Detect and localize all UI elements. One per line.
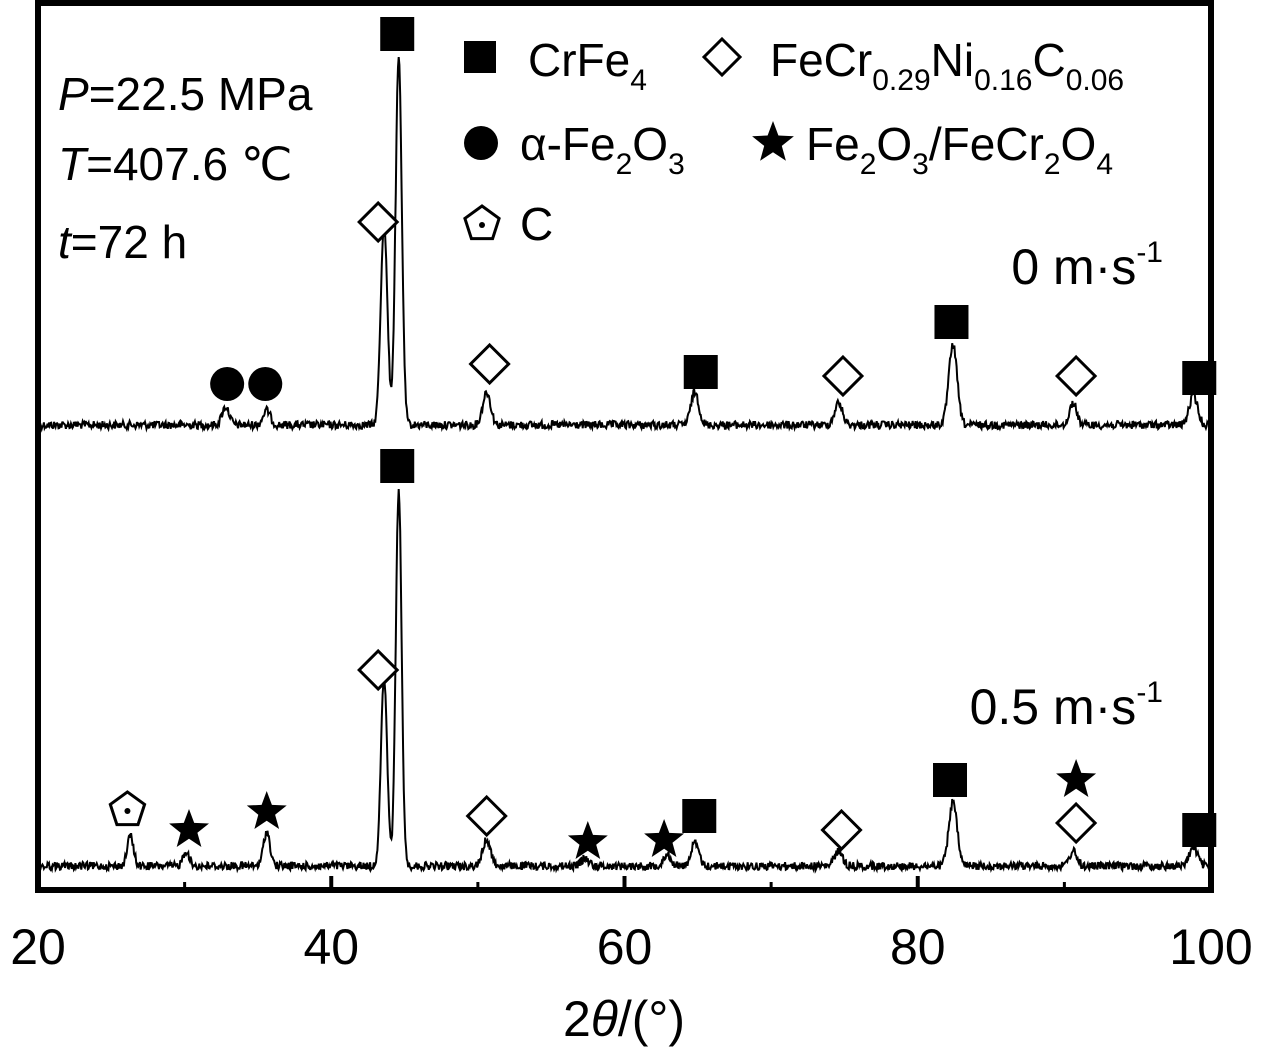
legend-star-icon	[752, 121, 794, 161]
time-label: t=72 h	[58, 216, 187, 268]
marker-0-9-square-icon	[1182, 361, 1217, 395]
legend-c: C	[520, 198, 553, 250]
marker-1-10-square-icon	[933, 763, 968, 797]
series-label-0: 0 m·s-1	[1011, 236, 1163, 295]
xrd-trace-1	[38, 489, 1212, 874]
legend-star-shape	[752, 121, 794, 161]
marker-1-4-star-icon	[246, 791, 287, 829]
marker-0-2-circle-icon	[210, 367, 245, 401]
legend: CrFe4 FeCr0.29Ni0.16C0.06 α-Fe2O3 Fe2O3/…	[463, 34, 1124, 250]
marker-1-6-star-icon	[567, 821, 608, 859]
legend-circle-icon	[464, 126, 498, 160]
marker-1-5-diamond-icon	[465, 794, 508, 838]
x-axis-ticks: 20 40 60 80 100	[10, 876, 1253, 975]
legend-fe2o3-fecr2o4: Fe2O3/FeCr2O4	[806, 118, 1113, 181]
legend-pentagon-icon	[463, 204, 501, 241]
marker-1-9-diamond-icon	[820, 808, 863, 852]
xrd-traces	[38, 57, 1212, 874]
legend-square-icon	[464, 41, 496, 73]
legend-fecrnic: FeCr0.29Ni0.16C0.06	[770, 34, 1124, 97]
marker-0-8-diamond-icon	[1054, 354, 1098, 398]
marker-1-13-square-icon	[1182, 813, 1217, 847]
pressure-label: P=22.5 MPa	[58, 68, 313, 120]
temperature-label: T=407.6 ℃	[58, 138, 293, 190]
marker-0-4-diamond-icon	[468, 342, 511, 386]
legend-fe2o3: α-Fe2O3	[520, 118, 685, 181]
x-tick-label: 20	[10, 919, 66, 975]
marker-0-6-diamond-icon	[821, 354, 865, 398]
marker-1-3-star-icon	[169, 809, 209, 847]
series-label-1: 0.5 m·s-1	[970, 676, 1163, 735]
marker-1-2-pentagon-icon	[108, 790, 147, 827]
marker-1-1-diamond-icon	[357, 648, 400, 692]
x-tick-label: 60	[597, 919, 653, 975]
marker-1-0-square-icon	[380, 449, 415, 483]
marker-1-11-star-icon	[1056, 759, 1097, 797]
marker-0-5-square-icon	[683, 355, 718, 389]
legend-diamond-icon	[701, 36, 743, 78]
x-tick-label: 80	[890, 919, 946, 975]
x-tick-label: 40	[303, 919, 359, 975]
marker-0-0-square-icon	[380, 17, 415, 51]
x-axis-title: 2θ/(°)	[563, 991, 685, 1047]
marker-0-3-circle-icon	[248, 367, 283, 401]
xrd-trace-0	[38, 57, 1212, 433]
x-tick-label: 100	[1169, 919, 1252, 975]
marker-0-1-diamond-icon	[357, 200, 400, 244]
phase-markers	[108, 17, 1217, 859]
marker-1-8-square-icon	[682, 799, 717, 833]
marker-0-7-square-icon	[934, 305, 969, 339]
legend-crfe4: CrFe4	[528, 34, 647, 97]
marker-1-12-diamond-icon	[1054, 801, 1098, 845]
marker-1-7-star-icon	[644, 819, 685, 857]
